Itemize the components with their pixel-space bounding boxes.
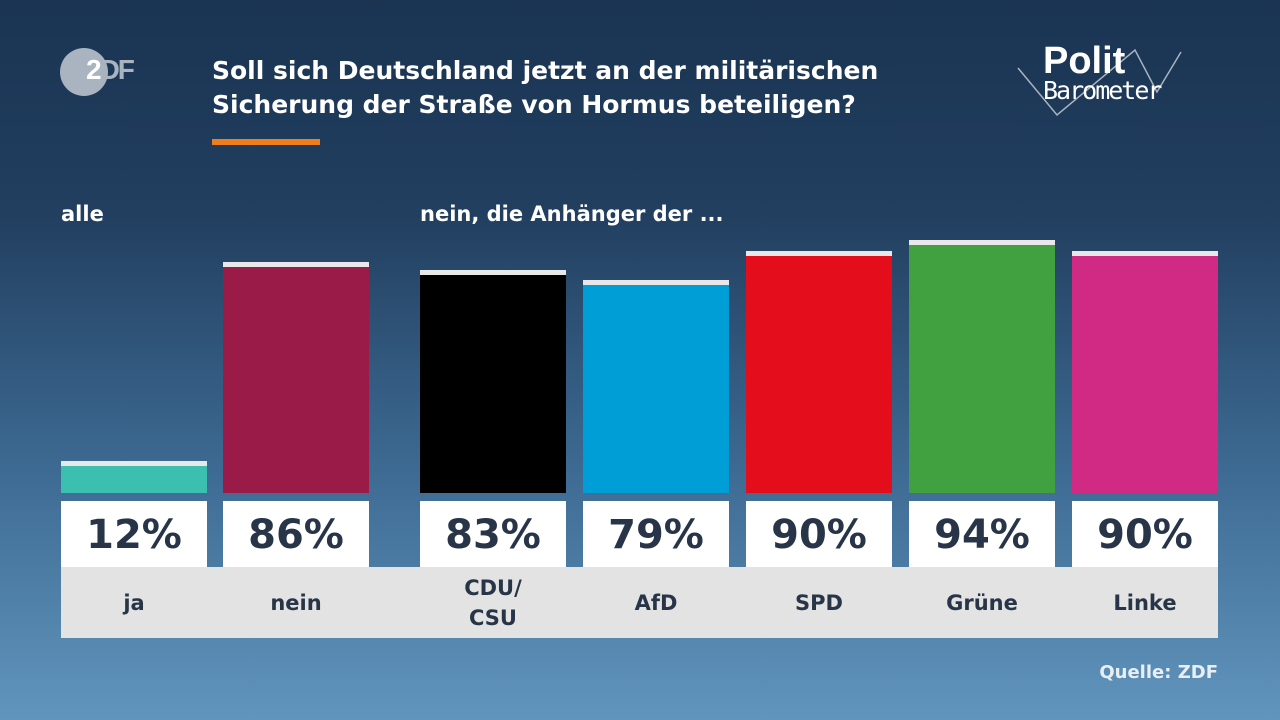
politbarometer-check-icon (1017, 48, 1182, 117)
group-label-all: alle (61, 202, 104, 226)
value-label: 12% (61, 501, 207, 567)
politbarometer-logo-sub: Barometer (1043, 76, 1162, 105)
bar-0 (61, 460, 207, 493)
chart-title: Soll sich Deutschland jetzt an der milit… (212, 56, 879, 119)
politbarometer-logo: Polit (1043, 40, 1126, 82)
category-label: SPD (795, 590, 843, 615)
value-label: 86% (223, 501, 369, 567)
category-band (61, 567, 1218, 638)
value-label: 83% (420, 501, 566, 567)
value-label: 90% (746, 501, 892, 567)
value-label: 94% (909, 501, 1055, 567)
category-label: ja (123, 590, 145, 615)
group-label-parties: nein, die Anhänger der ... (420, 202, 724, 226)
category-label: AfD (634, 590, 678, 615)
bar-2 (420, 269, 566, 493)
bar-1 (223, 261, 369, 493)
bar-4 (746, 250, 892, 493)
bar-5 (909, 240, 1055, 493)
source: Quelle: ZDF (1099, 662, 1218, 683)
category-label: nein (270, 590, 322, 615)
bar-3 (583, 280, 729, 493)
bar-6 (1072, 250, 1218, 493)
value-label: 90% (1072, 501, 1218, 567)
accent-line (212, 139, 320, 145)
category-label: Linke (1113, 590, 1177, 615)
category-label: Grüne (946, 590, 1018, 615)
value-label: 79% (583, 501, 729, 567)
category-label: CDU/ CSU (464, 575, 522, 630)
